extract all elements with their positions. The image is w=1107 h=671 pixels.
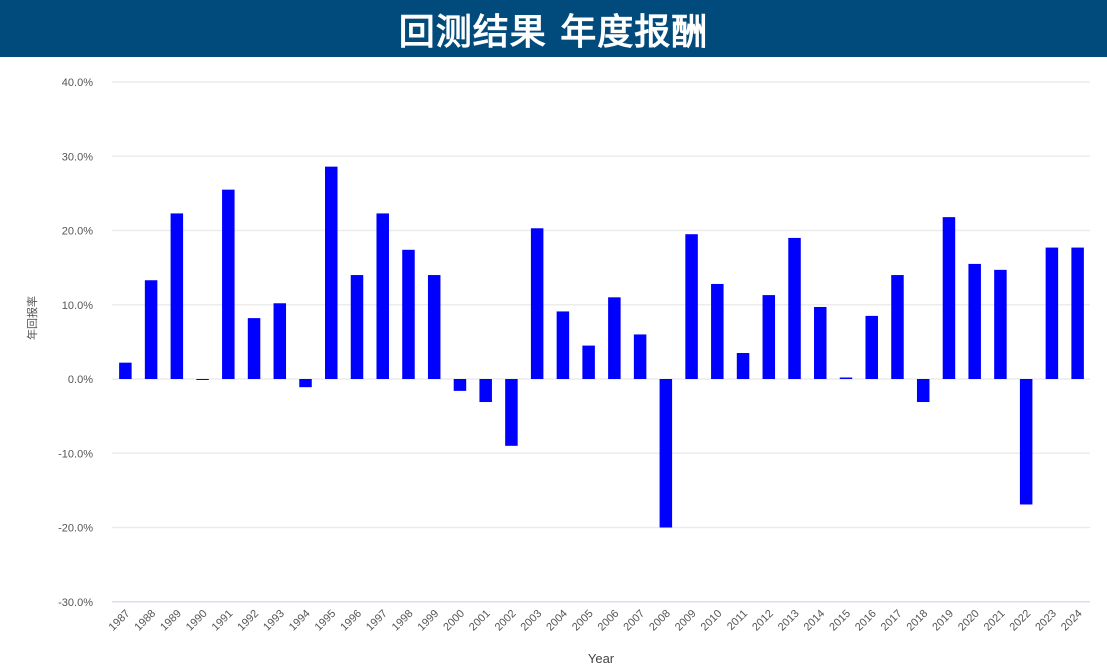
bar-1998 bbox=[402, 249, 415, 379]
bar-1994 bbox=[299, 379, 312, 388]
bar-2023 bbox=[1045, 247, 1059, 379]
x-tick-label: 1995 bbox=[313, 608, 339, 634]
bar-1987 bbox=[119, 362, 132, 379]
bar-2002 bbox=[505, 379, 518, 446]
x-tick-label: 1991 bbox=[210, 608, 236, 634]
bar-1996 bbox=[350, 275, 364, 379]
y-tick-label: 0.0% bbox=[68, 374, 93, 386]
y-tick-label: -10.0% bbox=[58, 448, 93, 460]
bar-2019 bbox=[942, 217, 956, 379]
x-tick-label: 1994 bbox=[287, 608, 313, 634]
x-tick-label: 2002 bbox=[493, 608, 519, 634]
x-tick-label: 2007 bbox=[621, 608, 647, 634]
x-axis-label: Year bbox=[588, 651, 615, 666]
bar-2018 bbox=[916, 379, 930, 403]
bar-2006 bbox=[608, 297, 621, 379]
x-tick-label: 1996 bbox=[338, 608, 364, 634]
y-tick-label: 40.0% bbox=[62, 77, 93, 89]
x-tick-label: 2018 bbox=[905, 608, 931, 634]
bar-1990 bbox=[196, 379, 209, 380]
page-title: 回测结果 年度报酬 bbox=[398, 11, 709, 53]
y-tick-label: 20.0% bbox=[62, 226, 93, 238]
y-axis-ticks: 40.0% 30.0% 20.0% 10.0% 0.0% -10.0% -20.0% -30.… bbox=[58, 77, 93, 609]
bar-2010 bbox=[711, 283, 724, 379]
bar-2003 bbox=[530, 228, 544, 379]
x-tick-label: 2017 bbox=[879, 608, 905, 634]
x-tick-label: 1992 bbox=[235, 608, 261, 634]
y-tick-label: -20.0% bbox=[58, 523, 93, 535]
x-tick-label: 1989 bbox=[158, 608, 184, 634]
bar-2020 bbox=[968, 263, 981, 379]
x-tick-label: 2013 bbox=[776, 608, 802, 634]
bar-2024 bbox=[1071, 247, 1084, 379]
x-tick-label: 2005 bbox=[570, 608, 596, 634]
x-tick-label: 2009 bbox=[673, 608, 699, 634]
x-tick-label: 2020 bbox=[956, 608, 982, 634]
x-axis-ticks: 1987 1988 1989 1990 1991 1992 1993 1994 1995 1996… bbox=[107, 608, 1085, 634]
x-tick-label: 2023 bbox=[1033, 608, 1059, 634]
bar-2017 bbox=[891, 275, 904, 379]
x-tick-label: 2003 bbox=[518, 608, 544, 634]
bar-2009 bbox=[685, 234, 698, 379]
x-tick-label: 2024 bbox=[1059, 608, 1085, 634]
bars bbox=[119, 166, 1084, 528]
y-axis-label: 年回报率 bbox=[25, 296, 39, 340]
x-tick-label: 2006 bbox=[596, 608, 622, 634]
x-tick-label: 1990 bbox=[184, 608, 210, 634]
bar-2013 bbox=[788, 237, 801, 379]
x-tick-label: 2015 bbox=[827, 608, 853, 634]
x-tick-label: 2021 bbox=[982, 608, 1008, 634]
bar-2014 bbox=[814, 306, 827, 379]
x-tick-label: 2011 bbox=[725, 608, 750, 633]
bar-1995 bbox=[325, 166, 338, 379]
x-tick-label: 2012 bbox=[750, 608, 776, 634]
bar-1989 bbox=[170, 213, 184, 379]
x-tick-label: 1993 bbox=[261, 608, 287, 634]
x-tick-label: 2000 bbox=[441, 608, 467, 634]
x-tick-label: 2004 bbox=[544, 608, 570, 634]
x-tick-label: 2014 bbox=[802, 608, 828, 634]
y-tick-label: 30.0% bbox=[62, 151, 93, 163]
x-tick-label: 1997 bbox=[364, 608, 390, 634]
x-tick-label: 1988 bbox=[132, 608, 158, 634]
x-tick-label: 1998 bbox=[390, 608, 416, 634]
bar-2012 bbox=[762, 295, 776, 379]
bar-1993 bbox=[273, 303, 287, 379]
bar-2001 bbox=[479, 379, 492, 403]
bar-2015 bbox=[839, 377, 853, 379]
bar-2021 bbox=[994, 269, 1007, 379]
bar-2008 bbox=[659, 379, 673, 528]
bar-1988 bbox=[144, 280, 158, 379]
bar-1992 bbox=[247, 318, 261, 379]
bar-2004 bbox=[556, 311, 570, 379]
bar-1991 bbox=[222, 189, 235, 379]
bar-2005 bbox=[582, 345, 595, 379]
x-tick-label: 2010 bbox=[699, 608, 725, 634]
bar-2011 bbox=[736, 353, 750, 379]
bar-1999 bbox=[427, 275, 441, 379]
x-tick-label: 2016 bbox=[853, 608, 879, 634]
bar-2022 bbox=[1019, 379, 1033, 505]
y-tick-label: 10.0% bbox=[62, 300, 93, 312]
x-tick-label: 2001 bbox=[467, 608, 493, 634]
x-tick-label: 2022 bbox=[1007, 608, 1033, 634]
x-tick-label: 2008 bbox=[647, 608, 673, 634]
x-tick-label: 1999 bbox=[416, 608, 442, 634]
bar-2007 bbox=[633, 334, 647, 379]
bar-2000 bbox=[453, 379, 467, 391]
annual-returns-bar-chart: 40.0% 30.0% 20.0% 10.0% 0.0% -10.0% -20.0% -30.… bbox=[0, 57, 1107, 666]
header-banner: 回测结果 年度报酬 bbox=[0, 0, 1107, 57]
bar-1997 bbox=[376, 213, 389, 379]
x-tick-label: 2019 bbox=[930, 608, 956, 634]
y-tick-label: -30.0% bbox=[58, 597, 93, 609]
bar-2016 bbox=[865, 315, 878, 379]
x-tick-label: 1987 bbox=[107, 608, 133, 634]
